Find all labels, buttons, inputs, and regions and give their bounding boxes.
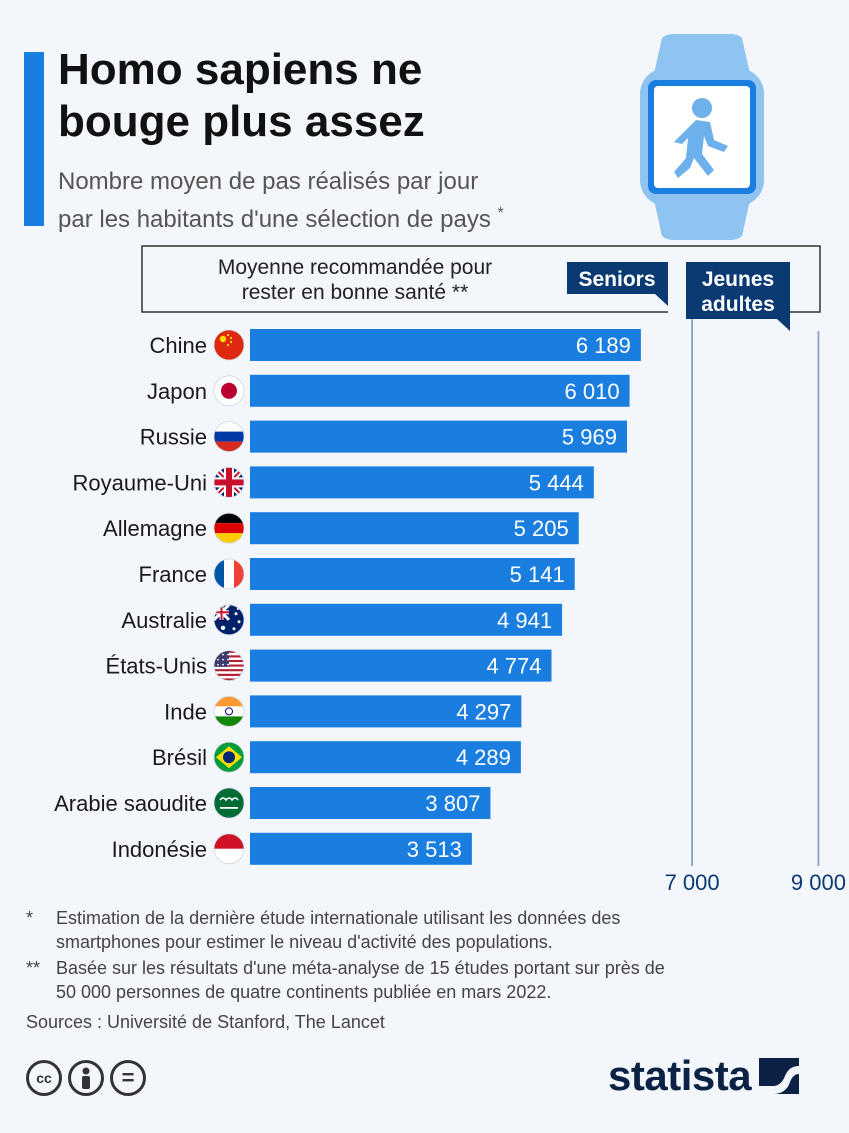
young-adults-label: Jeunes adultes (686, 262, 790, 331)
bar-2 (250, 420, 627, 453)
category-label: États-Unis (106, 654, 207, 679)
young-adults-text-line-1: Jeunes (702, 268, 774, 291)
category-label: Australie (121, 608, 207, 633)
bar-11 (250, 832, 472, 865)
x-tick-label: 9 000 (791, 870, 846, 895)
logo-text: statista (608, 1052, 752, 1099)
page-title: Homo sapiens ne bouge plus assez (58, 44, 425, 148)
saudi-arabia-flag-icon (213, 787, 245, 819)
sources: Sources : Université de Stanford, The La… (26, 1012, 385, 1032)
no-derivatives-icon[interactable]: = (110, 1060, 146, 1096)
france-flag-icon (213, 558, 245, 590)
bar-3 (250, 466, 594, 499)
usa-flag-icon (213, 650, 245, 681)
bar-value-label: 5 205 (514, 516, 569, 541)
category-label: Japon (147, 379, 207, 404)
footnote-1-line-1: Estimation de la dernière étude internat… (56, 908, 621, 928)
indonesia-flag-icon (213, 833, 245, 865)
uk-flag-icon (213, 466, 245, 498)
subtitle-line-2: par les habitants d'une sélection de pay… (58, 206, 491, 233)
bar-value-label: 6 189 (576, 333, 631, 358)
category-label: Indonésie (112, 837, 207, 862)
category-label: Brésil (152, 745, 207, 770)
flag-icons (213, 329, 245, 865)
bar-series: 6 189 Chine 6 010 Japon 5 969 Russie 5 444 Roya… (54, 329, 641, 865)
reference-box-line-2: rester en bonne santé ** (242, 281, 469, 304)
bar-chart: Moyenne recommandée pour rester en bonne… (54, 245, 846, 895)
subtitle: Nombre moyen de pas réalisés par jour pa… (58, 166, 618, 236)
x-axis-ticks: 7 000 9 000 (665, 870, 846, 895)
reference-box-line-1: Moyenne recommandée pour (218, 256, 492, 279)
footnote-1-line-2: smartphones pour estimer le niveau d'act… (56, 932, 553, 952)
bar-value-label: 4 941 (497, 608, 552, 633)
footnote-1-mark: * (26, 908, 34, 928)
footnote-1: * Estimation de la dernière étude intern… (26, 906, 826, 954)
bar-value-label: 4 289 (456, 745, 511, 770)
footnote-2-line-2: 50 000 personnes de quatre continents pu… (56, 982, 552, 1002)
bar-value-label: 4 297 (456, 699, 511, 724)
category-label: France (139, 562, 207, 587)
x-tick-label: 7 000 (665, 870, 720, 895)
bar-value-label: 3 807 (425, 791, 480, 816)
russia-flag-icon (213, 421, 245, 453)
title-line-2: bouge plus assez (58, 97, 425, 146)
bar-7 (250, 649, 552, 682)
category-label: Royaume-Uni (73, 470, 208, 495)
bar-value-label: 5 141 (510, 562, 565, 587)
logo-mark-icon (759, 1058, 800, 1094)
bar-value-label: 5 969 (562, 425, 617, 450)
india-flag-icon (213, 696, 245, 727)
attribution-icon[interactable] (68, 1060, 104, 1096)
footnote-2: ** Basée sur les résultats d'une méta-an… (26, 956, 826, 1004)
reference-lines (691, 306, 820, 866)
statista-logo[interactable]: statista (608, 1052, 800, 1100)
china-flag-icon (213, 329, 245, 361)
bar-value-label: 6 010 (565, 379, 620, 404)
bar-8 (250, 695, 522, 728)
footnote-2-line-1: Basée sur les résultats d'une méta-analy… (56, 958, 665, 978)
bar-9 (250, 741, 521, 774)
title-accent-bar (24, 52, 44, 226)
bar-6 (250, 603, 563, 636)
footnote-2-mark: ** (26, 958, 41, 978)
bar-4 (250, 512, 579, 545)
germany-flag-icon (213, 512, 245, 544)
bar-0 (250, 329, 641, 361)
bar-value-label: 3 513 (407, 837, 462, 862)
young-adults-text-line-2: adultes (701, 293, 775, 316)
category-label: Russie (140, 425, 207, 450)
seniors-text: Seniors (578, 268, 655, 291)
bar-5 (250, 558, 575, 590)
subtitle-footnote-mark: * (497, 205, 504, 222)
category-label: Allemagne (103, 516, 207, 541)
japan-flag-icon (213, 375, 245, 407)
title-line-1: Homo sapiens ne (58, 45, 423, 94)
seniors-label: Seniors (567, 262, 668, 306)
bar-value-label: 5 444 (529, 470, 584, 495)
category-label: Inde (164, 699, 207, 724)
bar-10 (250, 787, 491, 819)
australia-flag-icon (213, 604, 245, 636)
cc-icon[interactable]: cc (26, 1060, 62, 1096)
license-icons: cc = (26, 1060, 146, 1096)
smartwatch-walking-icon (640, 34, 764, 240)
category-label: Arabie saoudite (54, 791, 207, 816)
category-label: Chine (150, 333, 207, 358)
bar-value-label: 4 774 (486, 654, 541, 679)
bar-1 (250, 374, 630, 407)
footnotes: * Estimation de la dernière étude intern… (26, 906, 826, 1034)
brazil-flag-icon (213, 741, 245, 773)
reference-box: Moyenne recommandée pour rester en bonne… (141, 245, 821, 313)
subtitle-line-1: Nombre moyen de pas réalisés par jour (58, 168, 479, 195)
